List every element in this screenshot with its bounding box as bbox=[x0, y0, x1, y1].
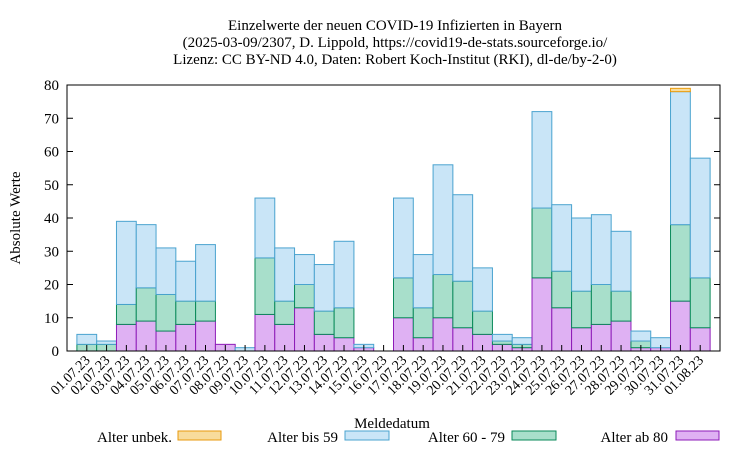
x-axis-label: Meldedatum bbox=[354, 416, 430, 432]
legend-swatch bbox=[344, 430, 390, 441]
legend-swatch bbox=[177, 430, 222, 441]
bar-segment bbox=[670, 87, 691, 93]
bars-group bbox=[76, 87, 711, 352]
bar-segment bbox=[294, 307, 315, 352]
bar-segment bbox=[670, 300, 691, 352]
y-tick-label: 80 bbox=[44, 78, 59, 94]
bar-segment bbox=[412, 254, 434, 309]
bar-segment bbox=[531, 111, 553, 209]
bar-segment bbox=[590, 214, 612, 285]
bar-segment bbox=[571, 217, 592, 292]
bar-segment bbox=[551, 270, 573, 309]
y-tick-label: 30 bbox=[44, 244, 59, 260]
bar-segment bbox=[432, 164, 454, 276]
bar-segment bbox=[452, 194, 474, 282]
bar-segment bbox=[670, 224, 691, 302]
bar-segment bbox=[472, 310, 493, 335]
legend-label: Alter unbek. bbox=[97, 430, 172, 446]
y-tick-label: 40 bbox=[44, 211, 59, 227]
bar-segment bbox=[491, 333, 513, 342]
legend-swatch bbox=[511, 430, 557, 441]
bar-segment bbox=[432, 274, 454, 319]
bar-segment bbox=[175, 300, 197, 325]
bar-segment bbox=[135, 224, 157, 289]
bar-segment bbox=[472, 267, 493, 312]
bar-segment bbox=[393, 277, 414, 319]
x-axis: 01.07.2302.07.2303.07.2304.07.2305.07.23… bbox=[48, 345, 707, 398]
bar-segment bbox=[76, 333, 98, 345]
bar-segment bbox=[551, 204, 573, 272]
bar-segment bbox=[511, 337, 533, 345]
legend-swatch bbox=[675, 430, 720, 441]
bar-segment bbox=[610, 290, 632, 322]
bar-segment bbox=[333, 307, 355, 339]
y-axis-label: Absolute Werte bbox=[8, 171, 24, 264]
y-tick-label: 20 bbox=[44, 278, 59, 294]
legend-label: Alter ab 80 bbox=[601, 430, 668, 446]
bar-segment bbox=[294, 284, 315, 309]
bar-segment bbox=[313, 264, 335, 312]
bar-segment bbox=[313, 310, 335, 335]
bar-segment bbox=[274, 247, 296, 302]
bar-segment bbox=[294, 254, 315, 286]
bar-segment bbox=[689, 157, 711, 279]
bar-segment bbox=[590, 284, 612, 325]
y-tick-label: 50 bbox=[44, 178, 59, 194]
bar-segment bbox=[175, 260, 197, 302]
plot-frame bbox=[66, 84, 721, 352]
chart-title-line-2: (2025-03-09/2307, D. Lippold, https://co… bbox=[183, 35, 608, 51]
y-axis: 0 10 20 30 40 50 60 70 80 bbox=[44, 78, 720, 360]
bar-segment bbox=[531, 207, 553, 279]
legend-label: Alter 60 - 79 bbox=[428, 430, 505, 446]
bar-segment bbox=[551, 307, 573, 352]
bar-segment bbox=[393, 197, 414, 279]
bar-segment bbox=[195, 244, 216, 302]
bar-segment bbox=[610, 230, 632, 292]
bar-segment bbox=[195, 300, 216, 322]
bar-segment bbox=[531, 277, 553, 352]
y-tick-label: 10 bbox=[44, 311, 59, 327]
legend-label: Alter bis 59 bbox=[267, 430, 338, 446]
bar-segment bbox=[155, 293, 177, 332]
bar-segment bbox=[274, 300, 296, 325]
bar-segment bbox=[115, 303, 137, 325]
y-tick-label: 0 bbox=[52, 344, 60, 360]
bar-segment bbox=[254, 257, 276, 315]
bar-segment bbox=[254, 197, 276, 259]
y-tick-label: 60 bbox=[44, 145, 59, 161]
bar-segment bbox=[96, 340, 117, 345]
bar-segment bbox=[115, 220, 137, 305]
bar-segment bbox=[670, 91, 691, 226]
bar-segment bbox=[155, 247, 177, 295]
bar-segment bbox=[571, 290, 592, 329]
bar-segment bbox=[452, 280, 474, 329]
bar-segment bbox=[333, 240, 355, 309]
bar-segment bbox=[412, 307, 434, 339]
bar-segment bbox=[689, 277, 711, 329]
bar-segment bbox=[135, 287, 157, 322]
chart-title-line-3: Lizenz: CC BY-ND 4.0, Daten: Robert Koch… bbox=[173, 52, 617, 68]
legend: Alter unbek. Alter bis 59 Alter 60 - 79 Alt… bbox=[97, 430, 720, 446]
chart-title-line-1: Einzelwerte der neuen COVID-19 Infiziert… bbox=[228, 18, 563, 34]
bar-segment bbox=[630, 330, 652, 342]
y-tick-label: 70 bbox=[44, 111, 59, 127]
